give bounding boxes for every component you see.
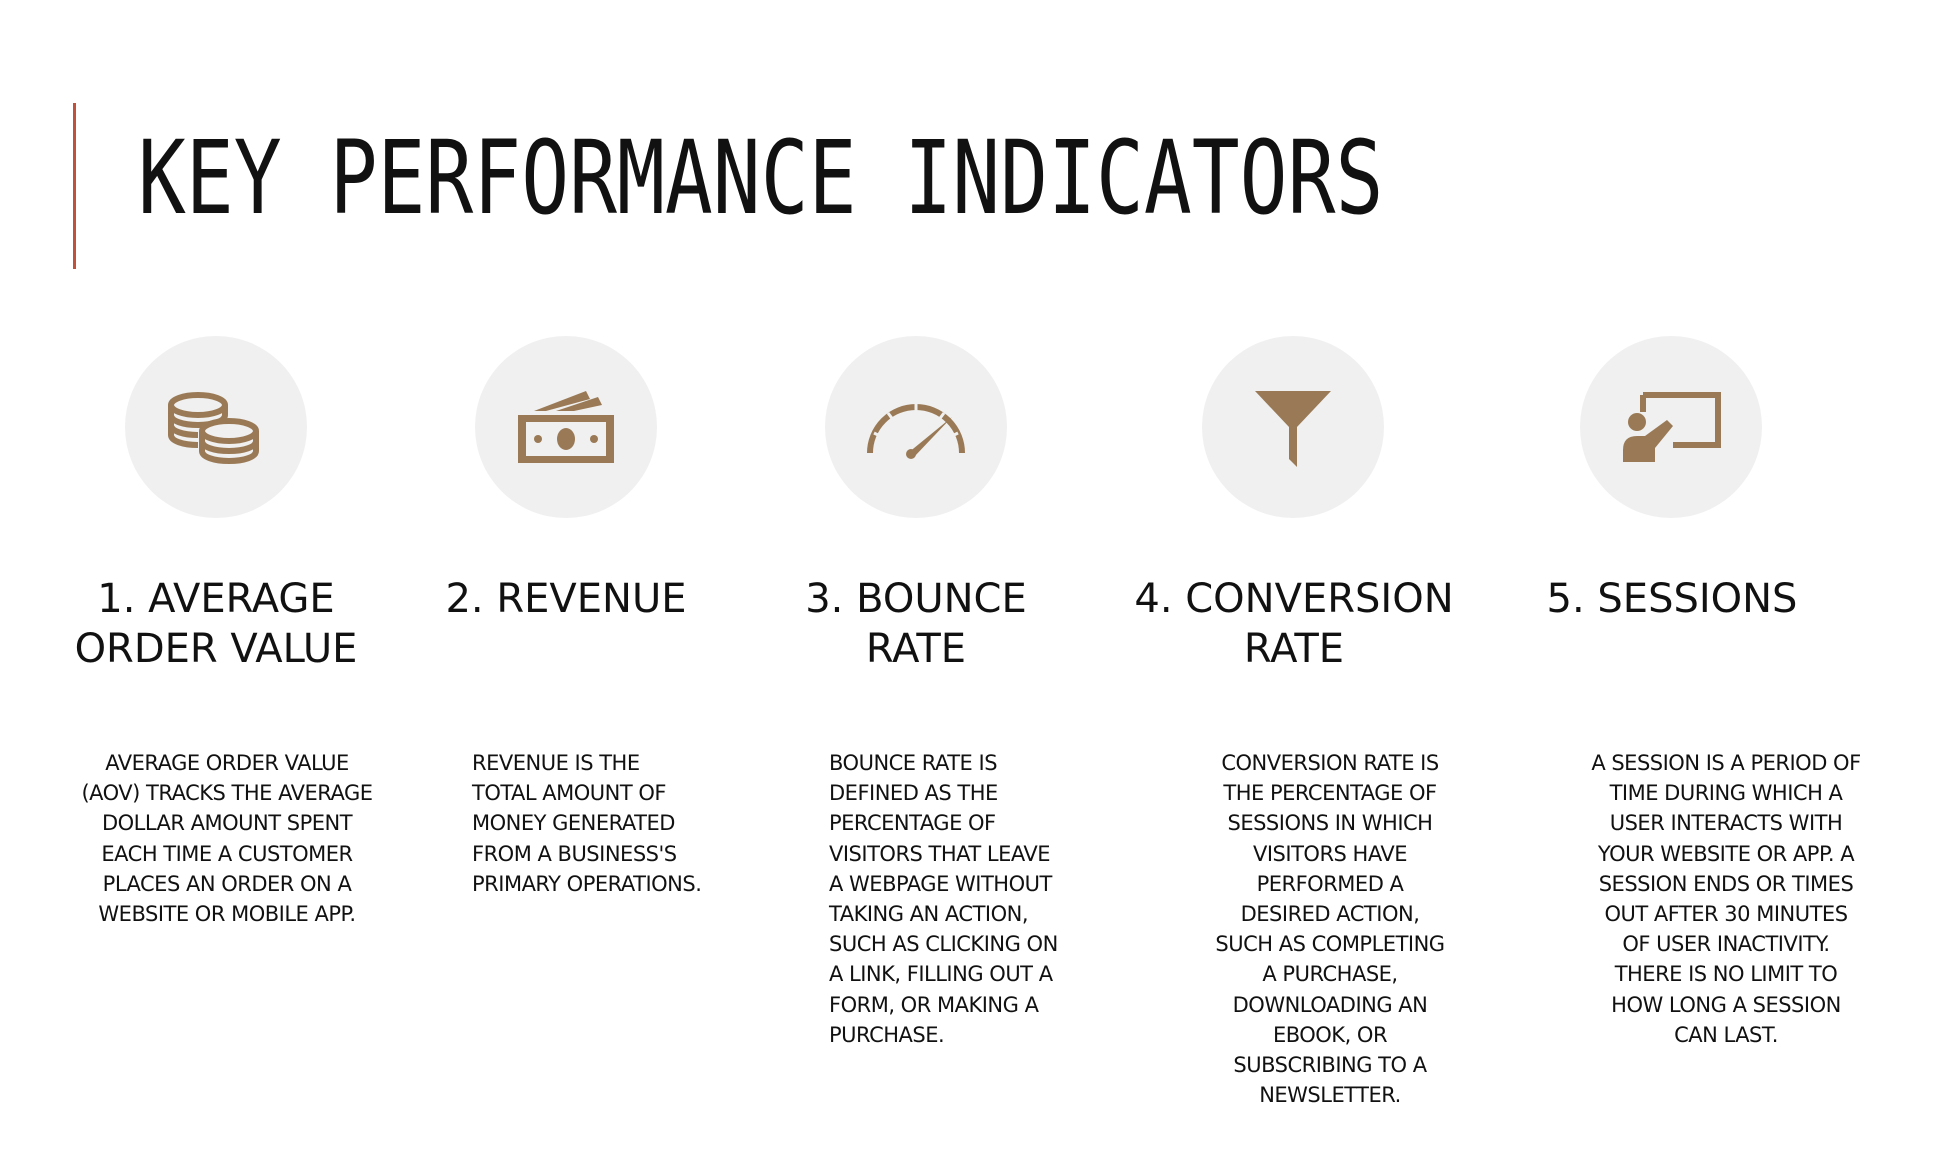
kpi-description: REVENUE IS THE TOTAL AMOUNT OF MONEY GEN… xyxy=(472,751,702,896)
kpi-heading-line: 2. REVENUE xyxy=(445,576,687,622)
kpi-description: BOUNCE RATE IS DEFINED AS THE PERCENTAGE… xyxy=(829,751,1058,1047)
kpi-heading-line: 1. AVERAGE xyxy=(97,576,335,622)
funnel-icon xyxy=(1202,336,1384,518)
kpi-description: AVERAGE ORDER VALUE (AOV) TRACKS THE AVE… xyxy=(81,751,373,927)
kpi-heading-line: 3. BOUNCE xyxy=(805,576,1027,622)
kpi-heading-line: RATE xyxy=(865,626,967,672)
kpi-heading: 3. BOUNCE RATE xyxy=(762,574,1070,674)
speedometer-icon xyxy=(825,336,1007,518)
kpi-heading: 2. REVENUE xyxy=(412,574,720,624)
title-accent-bar xyxy=(73,103,76,269)
kpi-heading: 5. SESSIONS xyxy=(1518,574,1826,624)
kpi-heading-line: 5. SESSIONS xyxy=(1546,576,1798,622)
page-title: KEY PERFORMANCE INDICATORS xyxy=(138,119,1384,238)
kpi-heading-line: ORDER VALUE xyxy=(74,626,358,672)
presenter-icon xyxy=(1580,336,1762,518)
kpi-heading: 4. CONVERSION RATE xyxy=(1130,574,1458,674)
money-icon xyxy=(475,336,657,518)
kpi-heading: 1. AVERAGE ORDER VALUE xyxy=(62,574,370,674)
kpi-heading-line: RATE xyxy=(1243,626,1345,672)
kpi-heading-line: 4. CONVERSION xyxy=(1134,576,1454,622)
kpi-description: A SESSION IS A PERIOD OF TIME DURING WHI… xyxy=(1591,751,1861,1047)
kpi-description: CONVERSION RATE IS THE PERCENTAGE OF SES… xyxy=(1215,751,1445,1108)
coins-icon xyxy=(125,336,307,518)
